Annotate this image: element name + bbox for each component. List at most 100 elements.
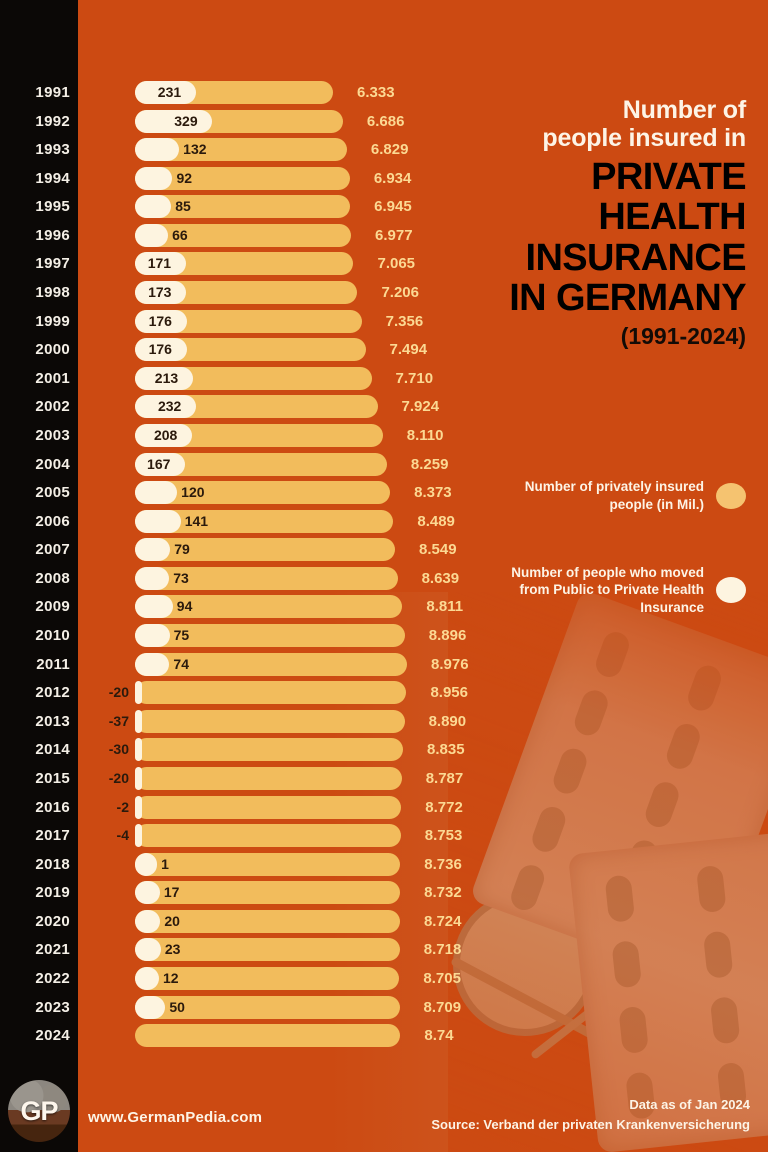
total-value-label: 8.705: [423, 969, 461, 987]
chart-row: 1993 132 6.829: [0, 137, 768, 163]
year-label: 2010: [35, 627, 70, 645]
switchers-bar: [135, 995, 166, 1019]
switchers-value-label: -37: [108, 712, 129, 729]
year-label: 2004: [35, 455, 70, 473]
year-label: 1998: [35, 284, 70, 302]
total-bar: 12: [135, 966, 400, 990]
title-private: PRIVATE: [591, 156, 746, 198]
switchers-value-label: -20: [108, 684, 129, 701]
switchers-value-label: -2: [116, 798, 129, 815]
legend-swatch-cream-icon: [716, 577, 746, 604]
title-insurance: INSURANCE: [525, 236, 746, 279]
switchers-value-label: 167: [147, 455, 171, 472]
legend-label-switchers: Number of people who moved from Public t…: [511, 564, 704, 616]
switchers-value-label: -4: [116, 827, 129, 844]
source-note: Data as of Jan 2024 Source: Verband der …: [431, 1095, 750, 1134]
year-label: 1997: [35, 255, 70, 273]
total-value-label: 8.736: [424, 855, 462, 873]
chart-row: 2019 17 8.732: [0, 880, 768, 906]
chart-row: 1994 92 6.934: [0, 166, 768, 192]
total-bar: 176: [135, 338, 366, 362]
chart-row: 2004 167 8.259: [0, 452, 768, 478]
switchers-bar: [135, 824, 142, 848]
germanpedia-logo[interactable]: GP: [8, 1080, 70, 1142]
total-bar: 66: [135, 223, 352, 247]
switchers-value-label: 74: [173, 655, 189, 672]
switchers-value-label: 171: [147, 255, 172, 272]
switchers-bar: [135, 738, 142, 762]
total-value-label: 8.110: [406, 426, 444, 444]
year-label: 2009: [35, 598, 70, 616]
total-value-label: 8.549: [419, 541, 457, 559]
total-bar: -20: [109, 766, 402, 790]
switchers-value-label: 173: [148, 284, 172, 301]
year-label: 1995: [35, 198, 70, 216]
total-bar: 120: [135, 481, 391, 505]
switchers-value-label: 73: [173, 569, 189, 586]
total-value-label: 8.489: [417, 512, 455, 530]
switchers-bar: [135, 652, 170, 676]
year-label: 2016: [35, 798, 70, 816]
total-bar: 329: [135, 109, 343, 133]
switchers-bar: [135, 223, 169, 247]
year-label: 2023: [35, 998, 70, 1016]
year-label: 1994: [35, 169, 70, 187]
total-bar: 132: [135, 138, 347, 162]
total-bar: 141: [135, 509, 394, 533]
total-bar: 231: [135, 81, 333, 104]
chart-row: 1998 173 7.206: [0, 280, 768, 306]
switchers-bar: [135, 395, 196, 419]
chart-row: 2024 8.74: [0, 1023, 768, 1049]
year-label: 1992: [35, 112, 70, 130]
switchers-value-label: 79: [174, 541, 190, 558]
switchers-bar: [135, 566, 170, 590]
switchers-value-label: 92: [176, 169, 193, 186]
total-bar: 94: [135, 595, 403, 619]
year-label: 2019: [35, 884, 70, 902]
chart-legend: Number of privately insured people (in M…: [486, 478, 746, 617]
year-label: 2006: [35, 512, 70, 530]
year-label: 2012: [35, 684, 70, 702]
switchers-value-label: 66: [172, 226, 188, 243]
chart-row: 2021 23 8.718: [0, 937, 768, 963]
total-value-label: 8.772: [425, 798, 463, 816]
year-label: 2018: [35, 855, 70, 873]
switchers-bar: [135, 852, 158, 876]
year-label: 2002: [35, 398, 70, 416]
switchers-value-label: 94: [176, 598, 193, 615]
total-value-label: 8.956: [430, 684, 468, 702]
switchers-bar: [135, 423, 192, 447]
title-year-range: (1991-2024): [620, 323, 746, 350]
chart-row: 2010 75 8.896: [0, 623, 768, 649]
total-value-label: 6.686: [366, 112, 405, 130]
legend-swatch-amber-icon: [716, 482, 746, 509]
total-value-label: 8.373: [414, 484, 452, 502]
total-value-label: 8.259: [410, 455, 449, 473]
total-value-label: 7.206: [381, 284, 419, 302]
switchers-bar: [135, 166, 173, 190]
switchers-bar: [135, 766, 142, 790]
switchers-bar: [135, 481, 178, 505]
switchers-value-label: 75: [173, 627, 190, 644]
switchers-bar: [135, 509, 181, 533]
year-axis-rail: GP: [0, 0, 78, 1152]
year-label: 2024: [35, 1027, 70, 1045]
total-bar: 176: [135, 309, 362, 333]
chart-row: 2018 1 8.736: [0, 852, 768, 878]
switchers-value-label: 176: [148, 312, 172, 329]
switchers-value-label: 1: [161, 855, 169, 872]
switchers-bar: [135, 281, 187, 305]
total-value-label: 8.718: [423, 941, 462, 959]
year-label: 2000: [35, 341, 70, 359]
total-bar: 232: [135, 395, 378, 419]
total-value-label: 8.896: [428, 627, 467, 645]
year-label: 2005: [35, 484, 70, 502]
total-value-label: 6.829: [370, 141, 409, 159]
switchers-value-label: 12: [163, 969, 179, 986]
total-bar: 20: [135, 909, 400, 933]
logo-circle: GP: [8, 1080, 70, 1142]
total-value-label: 7.356: [385, 312, 424, 330]
website-url[interactable]: www.GermanPedia.com: [88, 1109, 263, 1126]
logo-text: GP: [20, 1095, 58, 1126]
switchers-value-label: 132: [183, 141, 207, 158]
